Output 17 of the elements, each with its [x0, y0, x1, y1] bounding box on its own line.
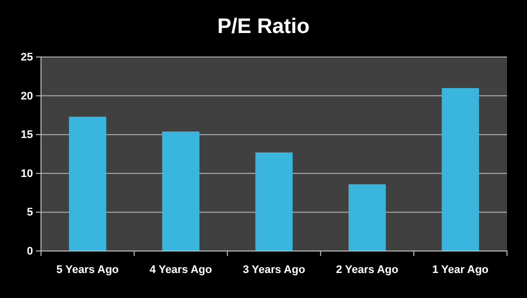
y-tick-label: 20 — [20, 90, 33, 102]
x-tick-label: 4 Years Ago — [150, 264, 212, 276]
x-tick-label: 5 Years Ago — [56, 264, 120, 276]
chart-title: P/E Ratio — [217, 15, 310, 38]
bar — [442, 88, 480, 251]
x-tick-label: 3 Years Ago — [242, 264, 306, 276]
bar — [162, 131, 200, 251]
bar — [68, 116, 106, 251]
bar — [255, 152, 293, 251]
x-tick-label: 1 Year Ago — [432, 264, 489, 276]
y-tick-label: 5 — [26, 206, 33, 219]
y-tick-label: 25 — [20, 52, 33, 64]
x-tick-label: 2 Years Ago — [336, 264, 399, 276]
y-tick-label: 0 — [26, 246, 33, 258]
bar — [348, 184, 386, 251]
y-tick-label: 10 — [20, 168, 33, 180]
y-tick-label: 15 — [20, 129, 33, 142]
